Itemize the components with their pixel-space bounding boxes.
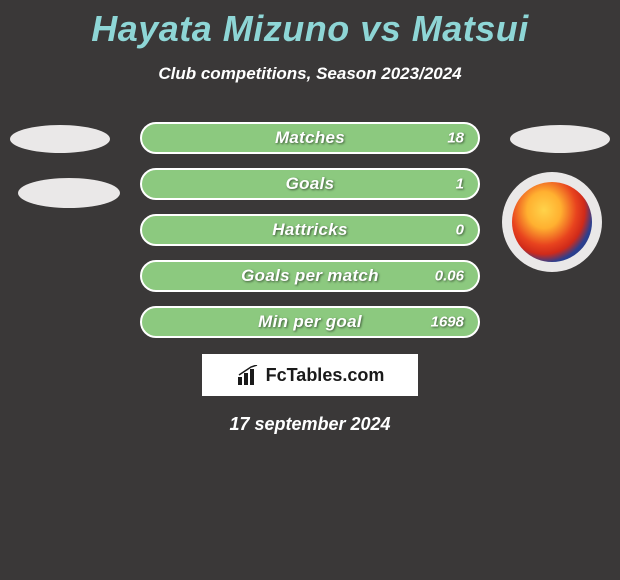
- stat-row-min-per-goal: Min per goal 1698: [140, 306, 480, 338]
- player2-ellipse-1: [510, 125, 610, 153]
- page-title: Hayata Mizuno vs Matsui: [0, 0, 620, 50]
- stat-label: Goals: [286, 174, 335, 194]
- stat-label: Matches: [275, 128, 345, 148]
- stat-label: Min per goal: [258, 312, 362, 332]
- stat-row-hattricks: Hattricks 0: [140, 214, 480, 246]
- branding-label: FcTables.com: [266, 365, 385, 386]
- stat-row-goals-per-match: Goals per match 0.06: [140, 260, 480, 292]
- date-text: 17 september 2024: [0, 414, 620, 435]
- stat-row-matches: Matches 18: [140, 122, 480, 154]
- stats-area: Matches 18 Goals 1 Hattricks 0 Goals per…: [0, 122, 620, 435]
- stat-rows: Matches 18 Goals 1 Hattricks 0 Goals per…: [140, 122, 480, 338]
- player1-ellipse-2: [18, 178, 120, 208]
- stat-value-right: 1698: [431, 314, 464, 331]
- stat-value-right: 18: [447, 130, 464, 147]
- stat-value-right: 1: [456, 176, 464, 193]
- page-subtitle: Club competitions, Season 2023/2024: [0, 64, 620, 84]
- branding-text: FcTables.com: [236, 365, 385, 386]
- stat-value-right: 0.06: [435, 268, 464, 285]
- stat-label: Goals per match: [241, 266, 379, 286]
- bar-chart-icon: [236, 365, 260, 385]
- branding-box: FcTables.com: [202, 354, 418, 396]
- stat-value-right: 0: [456, 222, 464, 239]
- club-logo-icon: [512, 182, 592, 262]
- stat-row-goals: Goals 1: [140, 168, 480, 200]
- player1-ellipse-1: [10, 125, 110, 153]
- player2-club-logo: [502, 172, 602, 272]
- stat-label: Hattricks: [272, 220, 347, 240]
